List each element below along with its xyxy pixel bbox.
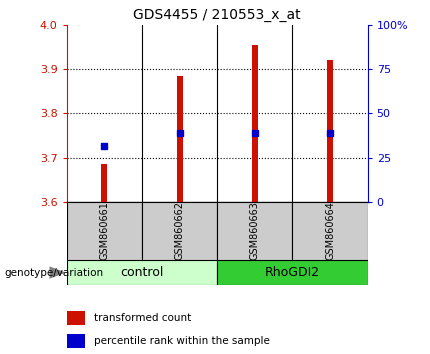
Text: GSM860662: GSM860662 [175,201,184,261]
Bar [327,60,333,202]
Text: GSM860663: GSM860663 [250,201,260,261]
Bar [67,312,85,325]
Text: GSM860661: GSM860661 [99,201,109,261]
Text: GSM860664: GSM860664 [325,201,335,261]
Bar [176,76,182,202]
Text: genotype/variation: genotype/variation [4,268,104,278]
Text: transformed count: transformed count [94,313,191,323]
Bar [142,202,217,260]
Bar [292,202,368,260]
Text: percentile rank within the sample: percentile rank within the sample [94,336,270,346]
Bar [67,334,85,348]
Title: GDS4455 / 210553_x_at: GDS4455 / 210553_x_at [133,8,301,22]
Bar [67,260,217,285]
Text: RhoGDI2: RhoGDI2 [265,266,320,279]
Bar [217,260,368,285]
Text: control: control [120,266,163,279]
Bar [217,202,292,260]
Bar [101,164,108,202]
Bar [67,202,142,260]
Bar [252,45,258,202]
Polygon shape [49,266,66,279]
